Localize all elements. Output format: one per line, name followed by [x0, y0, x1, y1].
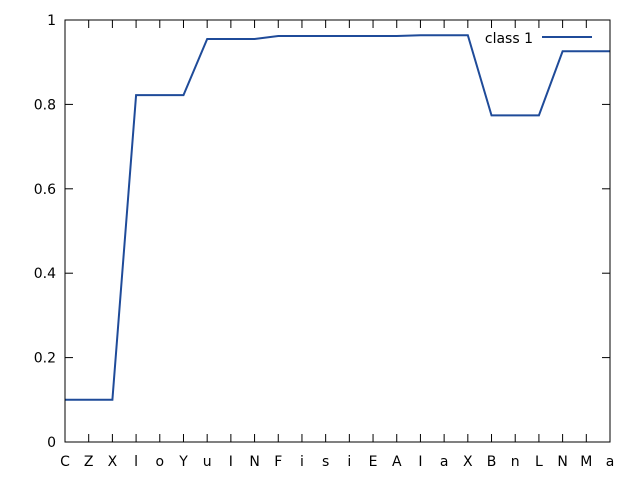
legend: class 1: [485, 31, 592, 47]
x-tick-label: I: [418, 454, 422, 470]
x-tick-label: o: [155, 454, 164, 470]
x-tick-label: M: [580, 454, 592, 470]
x-tick-label: Z: [84, 454, 94, 470]
x-tick-label: X: [108, 454, 118, 470]
y-tick-label: 0: [47, 435, 56, 451]
x-tick-label: B: [487, 454, 497, 470]
x-tick-label: l: [134, 454, 138, 470]
y-tick-label: 0.8: [34, 97, 56, 113]
x-tick-label: E: [369, 454, 378, 470]
x-tick-label: A: [392, 454, 402, 470]
x-tick-label: L: [535, 454, 543, 470]
y-tick-labels: 0 0.2 0.4 0.6 0.8 1: [34, 13, 56, 451]
x-tick-label: n: [511, 454, 520, 470]
x-tick-label: i: [300, 454, 304, 470]
legend-label: class 1: [485, 31, 533, 47]
x-tick-label: s: [322, 454, 329, 470]
plot-frame: [64, 19, 611, 443]
x-tick-label: N: [249, 454, 259, 470]
tick-marks: [64, 19, 611, 443]
x-tick-label: X: [463, 454, 473, 470]
x-tick-label: I: [229, 454, 233, 470]
x-tick-label: Y: [178, 454, 188, 470]
x-tick-label: a: [606, 454, 615, 470]
x-tick-label: F: [274, 454, 282, 470]
x-tick-label: u: [203, 454, 212, 470]
x-tick-label: C: [60, 454, 70, 470]
x-tick-label: a: [440, 454, 449, 470]
x-tick-label: i: [347, 454, 351, 470]
y-tick-label: 1: [47, 13, 56, 29]
y-tick-label: 0.2: [34, 351, 56, 367]
y-tick-label: 0.6: [34, 182, 56, 198]
series-line-class-1: [65, 34, 610, 401]
y-tick-label: 0.4: [34, 266, 56, 282]
x-tick-label: N: [557, 454, 567, 470]
